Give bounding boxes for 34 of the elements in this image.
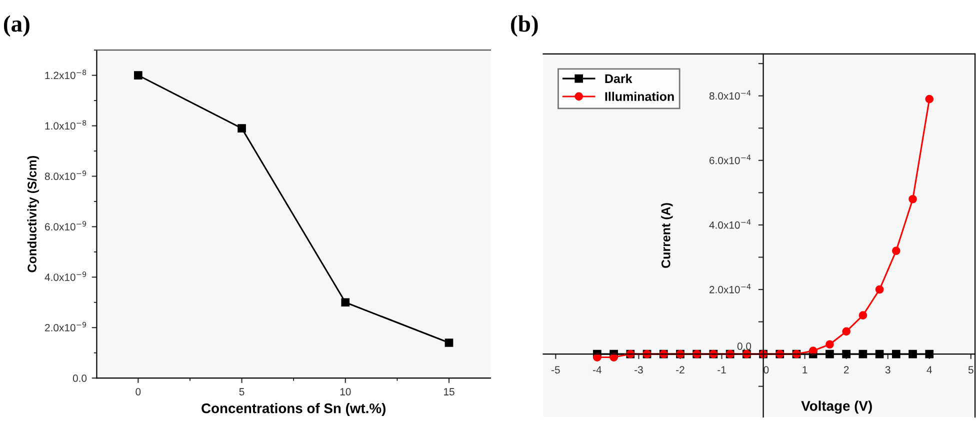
y-tick-label: 0.0: [737, 342, 752, 350]
x-tick-label: -3: [634, 366, 643, 374]
y-tick-label: 6.0x10$^{−4}$: [710, 154, 751, 164]
x-tick-label: 3: [885, 366, 890, 374]
x-tick-label: 5: [239, 388, 244, 396]
x-tick-label: -4: [593, 366, 602, 374]
y-tick-label: 6.0x10$^{−9}$: [45, 220, 86, 230]
chart-title: (b): [511, 15, 538, 37]
x-tick-label: 1: [802, 366, 808, 374]
legend-label: Dark: [605, 74, 632, 84]
x-axis-title: Concentrations of Sn (wt.%): [202, 403, 386, 416]
y-tick-label: 2.0x10$^{−4}$: [710, 284, 751, 294]
x-axis-title: Voltage (V): [801, 400, 872, 414]
x-tick-label: 2: [844, 366, 849, 374]
y-axis-title: Conductivity (S/cm): [27, 156, 39, 272]
y-axis-title: Current (A): [661, 203, 673, 268]
y-tick-label: 4.0x10$^{−9}$: [44, 271, 86, 281]
y-tick-label: 8.0x10$^{−9}$: [44, 170, 86, 180]
x-tick-label: 10: [340, 388, 351, 396]
x-tick-label: -1: [718, 366, 726, 374]
y-tick-label: 2.0x10$^{−9}$: [45, 322, 86, 332]
x-tick-label: 4: [926, 366, 932, 374]
x-tick-label: 0: [136, 388, 141, 396]
x-tick-label: 15: [444, 388, 454, 396]
y-tick-label: 1.2x10$^{−8}$: [45, 70, 86, 80]
y-tick-label: 4.0x10$^{−4}$: [709, 219, 751, 229]
x-tick-label: -2: [676, 366, 684, 374]
x-tick-label: -5: [552, 366, 560, 374]
legend-label: Illumination: [605, 92, 674, 101]
chart-title: (a): [4, 15, 30, 37]
x-tick-label: 5: [968, 366, 974, 374]
y-tick-label: 0.0: [72, 374, 87, 382]
y-tick-label: 8.0x10$^{−4}$: [709, 90, 751, 100]
y-tick-label: 1.0x10$^{−8}$: [45, 120, 86, 130]
